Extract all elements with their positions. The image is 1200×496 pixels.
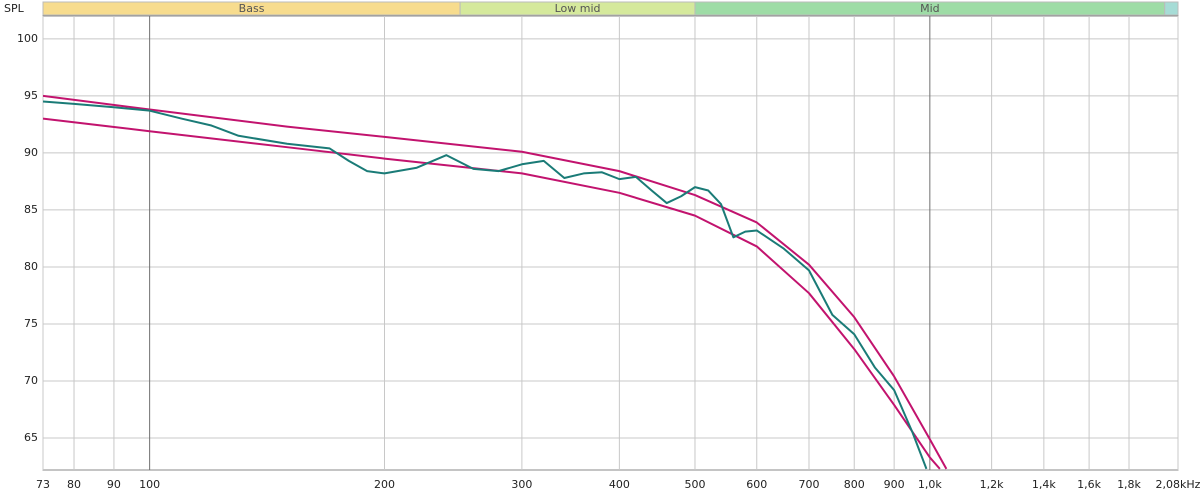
band bbox=[1164, 1, 1179, 16]
x-tick-label: 1,8k bbox=[1117, 478, 1141, 491]
band-label: Low mid bbox=[555, 2, 601, 15]
series-line bbox=[43, 117, 941, 470]
x-tick-label: 700 bbox=[798, 478, 819, 491]
y-tick-label: 100 bbox=[17, 32, 38, 45]
x-tick-label: 100 bbox=[139, 478, 160, 491]
y-tick-label: 75 bbox=[24, 317, 38, 330]
band-label: Mid bbox=[920, 2, 940, 15]
x-tick-label: 2,08kHz bbox=[1156, 478, 1200, 491]
x-tick-label: 800 bbox=[844, 478, 865, 491]
y-tick-label: 70 bbox=[24, 374, 38, 387]
y-tick-label: 85 bbox=[24, 203, 38, 216]
x-tick-label: 80 bbox=[67, 478, 81, 491]
x-tick-label: 90 bbox=[107, 478, 121, 491]
x-tick-label: 1,0k bbox=[918, 478, 942, 491]
y-axis-label: SPL bbox=[4, 2, 25, 15]
x-tick-label: 500 bbox=[684, 478, 705, 491]
x-tick-label: 1,6k bbox=[1077, 478, 1101, 491]
x-tick-label: 300 bbox=[511, 478, 532, 491]
band-label: Bass bbox=[239, 2, 265, 15]
series-line bbox=[43, 100, 928, 470]
x-tick-label: 1,2k bbox=[980, 478, 1004, 491]
y-tick-label: 90 bbox=[24, 146, 38, 159]
y-tick-label: 95 bbox=[24, 89, 38, 102]
x-tick-label: 900 bbox=[884, 478, 905, 491]
x-tick-label: 1,4k bbox=[1032, 478, 1056, 491]
y-tick-label: 65 bbox=[24, 431, 38, 444]
x-tick-label: 200 bbox=[374, 478, 395, 491]
x-tick-label: 400 bbox=[609, 478, 630, 491]
y-tick-label: 80 bbox=[24, 260, 38, 273]
series-line bbox=[43, 94, 948, 470]
x-tick-label: 600 bbox=[746, 478, 767, 491]
plot-area bbox=[42, 15, 1179, 471]
x-tick-label: 73 bbox=[36, 478, 50, 491]
